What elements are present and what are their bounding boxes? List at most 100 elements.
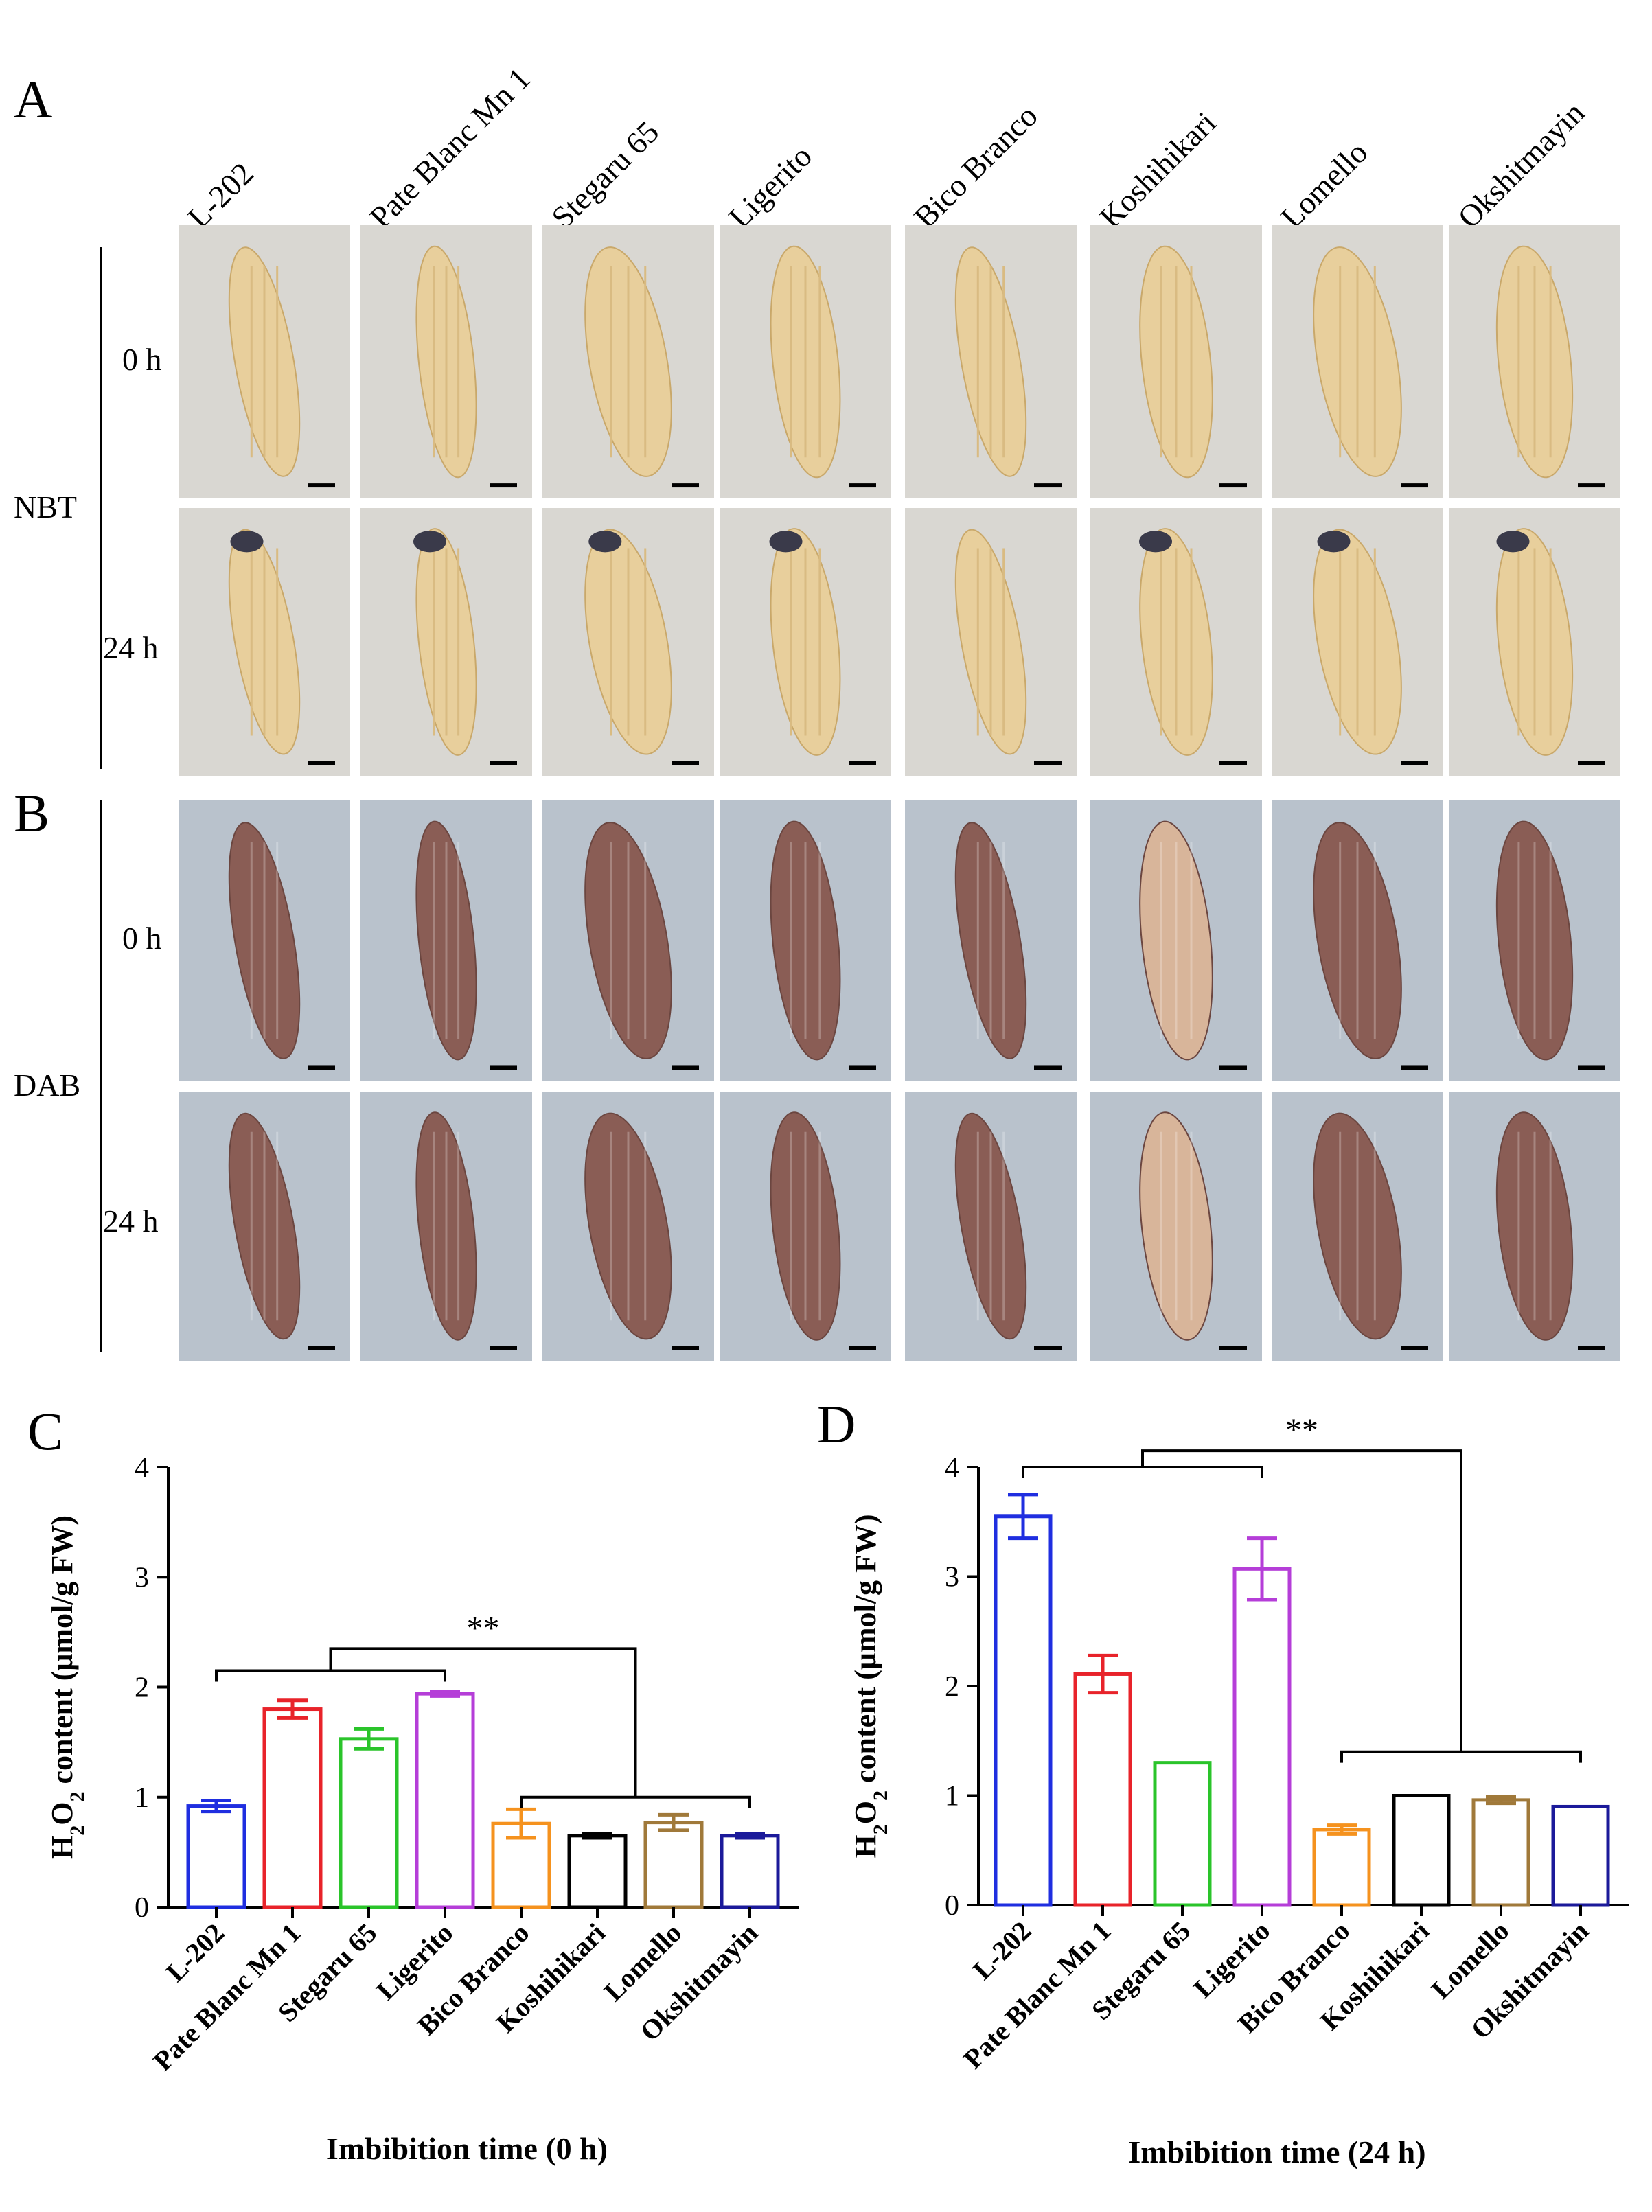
y-tick-label: 4 [135,1452,149,1484]
seed-photo-tile [720,800,891,1081]
bar-ligerito [1232,1567,1292,1907]
seed-photo-tile [179,225,350,498]
y-tick-label: 1 [945,1781,959,1812]
y-axis-title-part: content (μmol/g FW) [849,1514,882,1791]
bar-pate-blanc-mn-1 [1073,1672,1132,1907]
bar-koshihikari [567,1834,628,1909]
nbt-row-label-24h: 24 h [103,630,159,665]
seed-photo-tile [360,800,532,1081]
significance-bracket-group-a [215,1669,446,1682]
seed-photo-tile [360,225,532,498]
significance-bracket-connector [329,1647,637,1797]
y-axis-title-part: O [45,1802,79,1825]
variety-column-label: L-202 [181,155,260,235]
bar-stegaru-65 [339,1737,399,1909]
bar-ligerito [415,1692,475,1909]
bar-okshitmayin [720,1834,780,1909]
significance-bracket-group-b [1340,1750,1582,1763]
nbt-bracket-line [100,247,102,769]
significance-bracket-group-b [520,1795,751,1808]
dab-row-label-24h: 24 h [103,1203,159,1239]
panel-letter-b: B [14,783,50,843]
seed-photo-tile [720,508,891,776]
seed-photo-tile [1090,225,1262,498]
variety-column-label: Ligerito [722,138,819,235]
bar-l-202 [994,1514,1053,1907]
y-tick-label: 1 [135,1782,149,1814]
seed-photo-tile [720,1092,891,1361]
seed-photo-tile [1272,800,1443,1081]
y-tick-label: 3 [945,1562,959,1593]
y-tick-label: 0 [945,1890,959,1922]
seed-photo-tile [1449,800,1620,1081]
panel-letter-a: A [14,69,53,129]
panel-letter-d: D [817,1394,856,1454]
bar-bico-branco [1312,1828,1371,1907]
seed-photo-tile [905,225,1077,498]
variety-column-label: Pate Blanc Mn 1 [363,60,538,235]
seed-photo-tile [1090,800,1262,1081]
seed-photo-tile [360,508,532,776]
significance-bracket-connector [1141,1449,1462,1752]
dab-bracket-line [100,800,102,1352]
seed-photo-tile [720,225,891,498]
nbt-row-label-0h: 0 h [122,342,162,377]
x-tick-label: Pate Blanc Mn 1 [957,1915,1116,2075]
bar-koshihikari [1392,1794,1451,1907]
seed-photo-tile [1090,1092,1262,1361]
y-axis-title: H2O2 content (μmol/g FW) [849,1514,892,1858]
seed-photo-tile [179,508,350,776]
y-tick-label: 2 [135,1672,149,1704]
seed-photo-tile [1272,508,1443,776]
x-tick-label: L-202 [967,1915,1037,1986]
y-axis-title-part: H [849,1834,882,1858]
seed-photo-tile [179,800,350,1081]
y-axis-title-part: O [849,1801,882,1824]
bar-lomello [643,1821,704,1909]
bar-stegaru-65 [1153,1761,1212,1907]
y-tick-label: 0 [135,1892,149,1924]
chart-d: 0 1 2 3 4 H2O2 content (μmol/g FW) L-202 Pate B… [824,1401,1652,2211]
seed-photo-tile [1090,508,1262,776]
variety-column-label: Lomello [1274,135,1375,235]
seed-photo-tile [542,508,714,776]
bar-pate-blanc-mn-1 [262,1707,323,1909]
seed-photo-tile [905,1092,1077,1361]
bar-lomello [1471,1798,1530,1907]
panel-letter-c: C [27,1401,64,1461]
seed-photo-tile [905,508,1077,776]
seed-photo-tile [542,800,714,1081]
y-axis-title-part: 2 [66,1792,89,1802]
significance-label: ** [467,1610,500,1646]
dab-group-label: DAB [14,1068,81,1103]
seed-photo-tile [179,1092,350,1361]
nbt-group-label: NBT [14,489,77,525]
variety-column-label: Stegaru 65 [544,114,666,235]
seed-photo-tile [360,1092,532,1361]
seed-photo-tile [1449,508,1620,776]
y-tick-label: 3 [135,1562,149,1593]
y-tick-label: 4 [945,1452,959,1484]
dab-row-label-0h: 0 h [122,921,162,956]
x-tick-label: L-202 [160,1917,231,1988]
y-axis-title-part: H [45,1836,79,1859]
bar-l-202 [186,1804,246,1909]
seed-photo-tile [542,1092,714,1361]
x-axis-title: Imbibition time (24 h) [1128,2134,1425,2169]
bar-okshitmayin [1551,1804,1610,1907]
y-axis-title-part: 2 [66,1825,89,1836]
seed-photo-tile [1272,1092,1443,1361]
seed-photo-tile [542,225,714,498]
variety-column-label: Bico Branco [907,97,1044,235]
seed-photo-tile [905,800,1077,1081]
seed-photo-tile [1449,225,1620,498]
y-tick-label: 2 [945,1671,959,1703]
x-axis-title: Imbibition time (0 h) [326,2131,608,2166]
seed-photo-tile [1272,225,1443,498]
y-axis-title-part: 2 [869,1790,892,1801]
y-axis-title-part: 2 [869,1824,892,1834]
y-axis-title-part: content (μmol/g FW) [45,1515,79,1792]
chart-c: 0 1 2 3 4 H2O2 content (μmol/g FW) L-202 Pate B… [0,1414,824,2211]
